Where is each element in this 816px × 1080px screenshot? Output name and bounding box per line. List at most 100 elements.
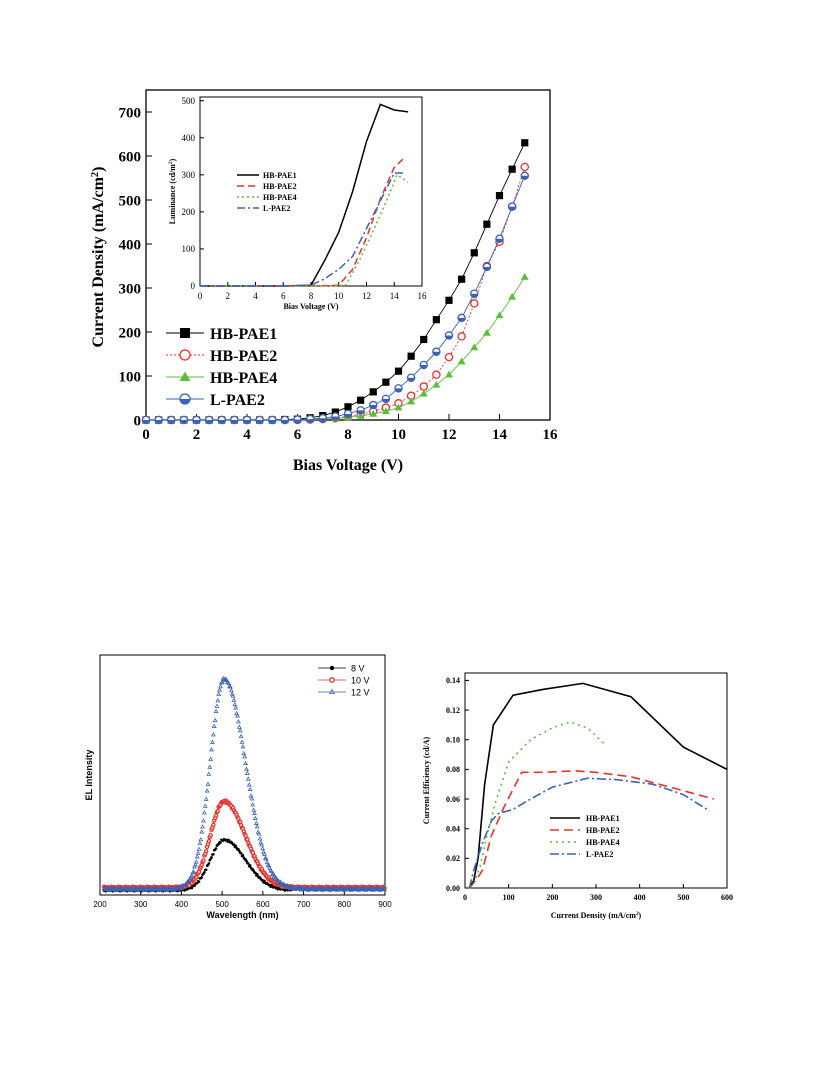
lum-x-tick-label: 4 [253,291,258,301]
ce-series-L-PAE2 [468,777,710,889]
iv-point-L-PAE2-fill [445,335,453,340]
el-point [115,885,121,891]
iv-point-HB-PAE1 [470,249,478,257]
el-point [137,885,143,891]
el-point [260,845,266,851]
iv-legend-label: HB-PAE1 [210,326,277,343]
ce-x-tick-label: 400 [634,893,646,902]
el-y-axis-label: EL Intensity [84,750,94,801]
el-point [245,776,251,781]
iv-point-HB-PAE2 [444,352,454,362]
el-point [249,796,255,801]
ce-y-tick-label: 0.08 [446,765,460,774]
el-point [205,781,211,786]
el-point [245,837,250,842]
el-point [214,703,220,708]
lum-y-axis-label-sup: 2 [168,161,174,164]
iv-point-L-PAE2-fill [218,420,226,424]
el-point [203,849,209,854]
el-point [320,887,326,892]
iv-point-L-PAE2-fill [495,238,504,243]
el-point [363,887,369,892]
iv-point-L-PAE2-fill [256,420,264,424]
el-point [250,802,256,807]
iv-point-L-PAE2-fill [432,351,440,356]
iv-x-axis-label: Bias Voltage (V) [293,457,403,474]
el-point [218,684,223,689]
iv-x-tick-label: 14 [492,427,508,443]
el-x-axis-label: Wavelength (nm) [206,910,278,920]
iv-y-axis-label-main: Current Density (mA/cm [90,176,107,347]
iv-point-HB-PAE4 [457,357,466,365]
iv-point-HB-PAE1 [382,378,390,386]
el-legend-label: 12 V [351,688,370,698]
iv-point-L-PAE2-fill [357,410,365,414]
lum-y-tick-label: 400 [182,133,196,143]
ce-x-axis-label-main: Current Density (mA/cm [551,911,637,920]
el-point [219,679,225,684]
iv-point-HB-PAE2 [419,382,428,391]
el-point [184,882,189,887]
iv-point-L-PAE2-fill [483,266,491,271]
lum-legend-label: HB-PAE4 [263,193,297,202]
el-point [240,744,246,749]
iv-y-axis-label-close: ) [90,167,107,172]
iv-point-HB-PAE1 [357,396,365,404]
el-point [158,885,164,891]
iv-point-HB-PAE4 [394,403,403,411]
lum-x-axis-label: Bias Voltage (V) [283,302,338,311]
iv-legend-marker [179,349,191,361]
iv-point-L-PAE2-fill [369,405,377,409]
el-point [348,887,354,892]
iv-point-HB-PAE4 [508,292,517,300]
el-point [126,887,132,892]
ce-legend-label: HB-PAE2 [586,826,620,835]
iv-point-HB-PAE4 [381,407,390,415]
el-point [191,869,197,874]
el-point [338,885,343,891]
iv-point-L-PAE2-fill [319,418,327,422]
el-point [206,839,212,844]
lum-series-HB-PAE4 [200,173,409,287]
el-point [199,829,205,834]
ce-y-tick-label: 0.10 [446,736,460,745]
el-point [203,796,209,801]
el-point [214,847,218,850]
iv-point-L-PAE2-fill [281,420,289,424]
el-point [264,859,270,864]
iv-point-L-PAE2-fill [192,420,201,424]
iv-y-tick-label: 200 [119,325,142,341]
ce-x-axis-label-close: ) [639,911,642,920]
lum-y-tick-label: 200 [182,207,196,217]
iv-point-HB-PAE4 [470,343,479,351]
el-point [208,833,213,838]
ce-y-tick-label: 0.02 [446,854,460,863]
el-point [302,885,308,890]
el-point [227,684,233,689]
el-point [215,808,221,814]
el-point [246,862,250,865]
iv-y-tick-label: 500 [119,193,142,209]
ce-x-tick-label: 300 [590,893,602,902]
iv-point-HB-PAE2 [520,162,530,172]
iv-legend-label: HB-PAE2 [210,348,277,365]
el-point [228,688,234,693]
el-point [183,881,189,887]
el-point [207,862,211,865]
iv-y-axis-label-sup: 2 [90,172,101,177]
ce-series-HB-PAE1 [468,682,728,889]
iv-point-L-PAE2-fill [508,206,516,211]
el-point [194,854,200,859]
iv-y-axis-label: Current Density (mA/cm2) [90,167,108,348]
ce-x-axis-label-sup: 2 [636,911,639,917]
iv-x-tick-label: 6 [294,427,302,443]
ce-series-HB-PAE2 [468,770,715,889]
iv-point-HB-PAE1 [458,275,466,283]
el-point [242,754,248,759]
el-point [269,868,275,874]
lum-x-tick-label: 10 [334,291,344,301]
el-point [295,885,300,890]
iv-point-L-PAE2-fill [407,377,415,382]
iv-point-HB-PAE1 [495,192,504,200]
el-point [259,842,265,847]
